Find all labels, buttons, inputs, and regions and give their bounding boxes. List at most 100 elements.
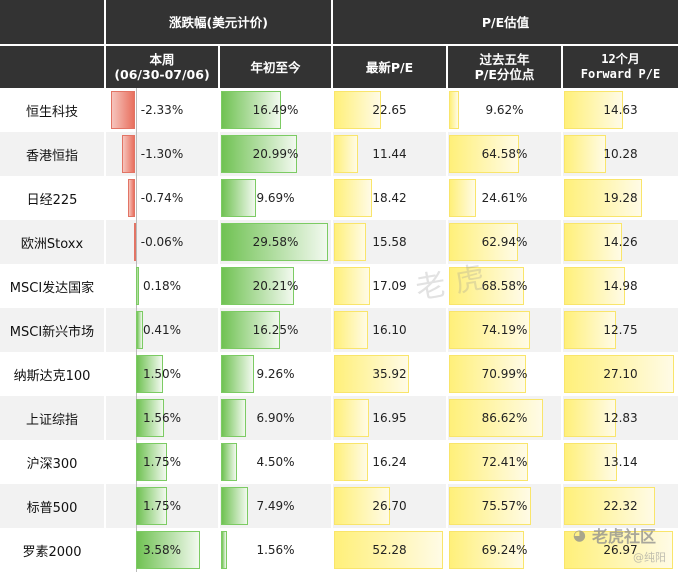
cell-fwd: 19.28 bbox=[562, 176, 678, 220]
header-pct-line2: P/E分位点 bbox=[474, 67, 535, 82]
cell-ytd: 9.69% bbox=[219, 176, 333, 220]
positive-bar bbox=[135, 399, 164, 437]
cell-ytd: 20.99% bbox=[219, 132, 333, 176]
header-corner bbox=[0, 0, 106, 46]
valuation-bar bbox=[449, 223, 518, 261]
table-row: 罗素2000 3.58% 1.56% 52.28 69.24% 26.97 bbox=[0, 528, 678, 572]
cell-pe: 15.58 bbox=[332, 220, 448, 264]
cell-value: -0.74% bbox=[140, 191, 184, 205]
table-row: MSCI发达国家 0.18% 20.21% 17.09 68.58% 14.98 bbox=[0, 264, 678, 308]
cell-week: 0.41% bbox=[105, 308, 220, 352]
header-fwd-line1: 12个月 bbox=[601, 52, 640, 66]
cell-pct: 75.57% bbox=[447, 484, 563, 528]
cell-value: 12.75 bbox=[603, 323, 638, 337]
valuation-bar bbox=[449, 443, 528, 481]
row-index-name: 欧洲Stoxx bbox=[0, 220, 106, 264]
positive-bar bbox=[135, 355, 163, 393]
valuation-bar bbox=[564, 487, 655, 525]
cell-week: -1.30% bbox=[105, 132, 220, 176]
ytd-bar bbox=[221, 267, 295, 305]
cell-week: -2.33% bbox=[105, 88, 220, 132]
ytd-bar bbox=[221, 91, 281, 129]
valuation-bar bbox=[564, 531, 674, 569]
valuation-bar bbox=[564, 223, 622, 261]
cell-week: -0.06% bbox=[105, 220, 220, 264]
cell-fwd: 12.83 bbox=[562, 396, 678, 440]
cell-fwd: 27.10 bbox=[562, 352, 678, 396]
cell-ytd: 9.26% bbox=[219, 352, 333, 396]
cell-ytd: 16.25% bbox=[219, 308, 333, 352]
valuation-bar bbox=[334, 311, 368, 349]
ytd-bar bbox=[221, 135, 297, 173]
positive-bar bbox=[135, 311, 143, 349]
row-index-name: 罗素2000 bbox=[0, 528, 106, 572]
cell-ytd: 29.58% bbox=[219, 220, 333, 264]
valuation-bar bbox=[334, 223, 367, 261]
cell-pe: 22.65 bbox=[332, 88, 448, 132]
positive-bar bbox=[135, 487, 168, 525]
header-group-return: 涨跌幅(美元计价) bbox=[105, 0, 333, 46]
valuation-bar bbox=[334, 487, 390, 525]
cell-ytd: 20.21% bbox=[219, 264, 333, 308]
cell-pe: 11.44 bbox=[332, 132, 448, 176]
valuation-bar bbox=[564, 311, 616, 349]
cell-week: 1.50% bbox=[105, 352, 220, 396]
cell-fwd: 14.26 bbox=[562, 220, 678, 264]
ytd-bar bbox=[221, 355, 255, 393]
valuation-bar bbox=[334, 355, 409, 393]
valuation-bar bbox=[449, 355, 527, 393]
cell-value: 18.42 bbox=[372, 191, 407, 205]
cell-pe: 26.70 bbox=[332, 484, 448, 528]
cell-value: 24.61% bbox=[481, 191, 528, 205]
cell-ytd: 7.49% bbox=[219, 484, 333, 528]
header-pct: 过去五年 P/E分位点 bbox=[447, 45, 563, 88]
valuation-bar bbox=[449, 487, 532, 525]
cell-value: 86.62% bbox=[481, 411, 528, 425]
zero-axis-line bbox=[135, 88, 137, 132]
cell-week: 1.75% bbox=[105, 484, 220, 528]
cell-value: 14.26 bbox=[603, 235, 638, 249]
header-fwd: 12个月 Forward P/E bbox=[562, 45, 678, 88]
valuation-bar bbox=[449, 179, 476, 217]
cell-value: 7.49% bbox=[256, 499, 295, 513]
cell-pe: 16.10 bbox=[332, 308, 448, 352]
cell-value: 13.14 bbox=[603, 455, 638, 469]
valuation-bar bbox=[334, 267, 370, 305]
header-ytd: 年初至今 bbox=[219, 45, 333, 88]
cell-week: 3.58% bbox=[105, 528, 220, 572]
cell-value: 9.62% bbox=[485, 103, 524, 117]
cell-value: 64.58% bbox=[481, 147, 528, 161]
cell-value: 16.10 bbox=[372, 323, 407, 337]
cell-value: 0.18% bbox=[142, 279, 182, 293]
cell-value: 1.75% bbox=[142, 499, 182, 513]
cell-value: 16.24 bbox=[372, 455, 407, 469]
zero-axis-line bbox=[135, 132, 137, 176]
cell-value: 69.24% bbox=[481, 543, 528, 557]
table-row: 欧洲Stoxx -0.06% 29.58% 15.58 62.94% 14.26 bbox=[0, 220, 678, 264]
positive-bar bbox=[135, 531, 200, 569]
cell-pct: 68.58% bbox=[447, 264, 563, 308]
cell-value: 20.99% bbox=[252, 147, 299, 161]
cell-fwd: 12.75 bbox=[562, 308, 678, 352]
cell-value: 4.50% bbox=[256, 455, 295, 469]
table-row: 上证综指 1.56% 6.90% 16.95 86.62% 12.83 bbox=[0, 396, 678, 440]
header-fwd-line2: Forward P/E bbox=[580, 67, 661, 81]
cell-value: -1.30% bbox=[140, 147, 184, 161]
valuation-bar bbox=[334, 179, 373, 217]
cell-pct: 9.62% bbox=[447, 88, 563, 132]
cell-pe: 17.09 bbox=[332, 264, 448, 308]
header-week-line2: (06/30-07/06) bbox=[114, 67, 210, 82]
cell-value: 6.90% bbox=[256, 411, 295, 425]
cell-value: -2.33% bbox=[140, 103, 184, 117]
valuation-bar bbox=[564, 443, 618, 481]
cell-fwd: 22.32 bbox=[562, 484, 678, 528]
cell-pct: 86.62% bbox=[447, 396, 563, 440]
ytd-bar bbox=[221, 311, 280, 349]
cell-week: 1.56% bbox=[105, 396, 220, 440]
cell-value: 52.28 bbox=[372, 543, 407, 557]
zero-axis-line bbox=[135, 176, 137, 220]
valuation-bar bbox=[334, 399, 370, 437]
cell-pct: 70.99% bbox=[447, 352, 563, 396]
zero-axis-line bbox=[135, 220, 137, 264]
cell-week: 0.18% bbox=[105, 264, 220, 308]
